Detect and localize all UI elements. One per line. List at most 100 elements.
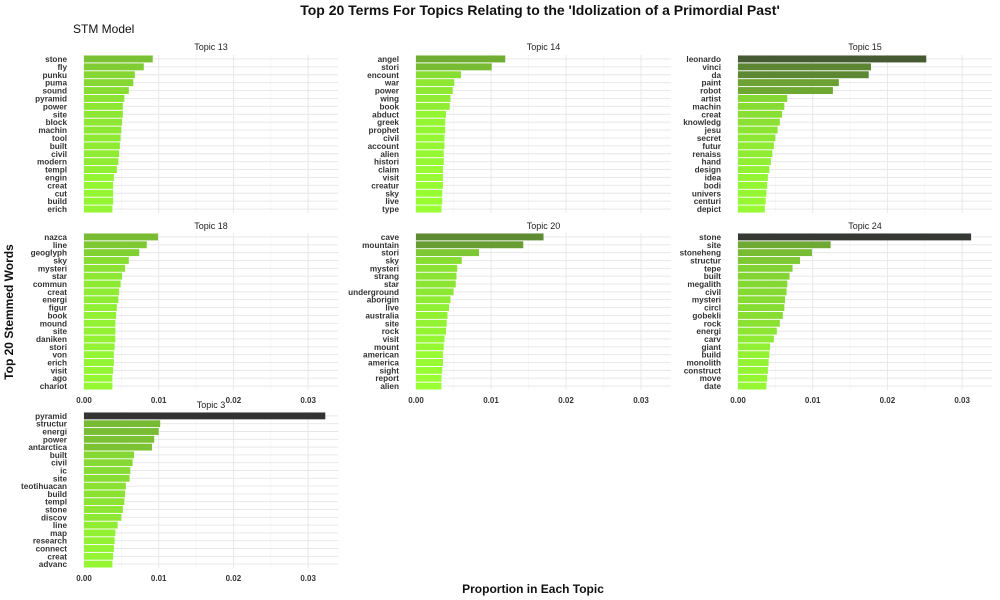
bar [738, 233, 972, 241]
y-tick-label: stone [45, 506, 67, 515]
x-tick-label: 0.00 [730, 396, 746, 405]
x-tick-label: 0.02 [880, 396, 896, 405]
bar [84, 513, 122, 521]
y-tick-label: civil [383, 134, 399, 143]
y-tick-label: knowledg [683, 118, 721, 127]
y-tick-label: account [368, 142, 400, 151]
y-tick-label: histori [374, 158, 399, 167]
bar [738, 189, 767, 197]
bar [738, 257, 801, 264]
bar [84, 374, 113, 382]
y-tick-label: antarctica [28, 443, 67, 452]
bar [84, 304, 117, 312]
y-tick-label: angel [378, 55, 399, 64]
y-tick-label: advanc [39, 560, 68, 569]
bar [416, 296, 451, 304]
y-tick-label: move [700, 374, 722, 383]
y-axis-title: Top 20 Stemmed Words [2, 244, 16, 380]
y-tick-label: machin [692, 102, 721, 111]
y-tick-label: mysteri [38, 264, 67, 273]
y-tick-label: line [53, 521, 68, 530]
bar [416, 55, 506, 63]
bar [738, 55, 927, 63]
bar [416, 359, 443, 366]
y-tick-label: discov [41, 513, 67, 522]
y-tick-label: war [384, 79, 400, 88]
y-tick-label: gobekli [692, 311, 721, 320]
y-tick-label: paint [701, 79, 721, 88]
bar [416, 382, 442, 390]
x-tick-label: 0.02 [226, 574, 242, 583]
y-tick-label: robot [700, 87, 721, 96]
y-tick-label: cut [55, 189, 68, 198]
facet-strip-label: Topic 15 [848, 42, 882, 52]
y-tick-label: greek [377, 118, 399, 127]
y-tick-label: stoneheng [680, 249, 721, 258]
bar [84, 94, 125, 102]
y-tick-label: block [46, 118, 68, 127]
y-tick-label: build [701, 351, 721, 360]
y-tick-label: star [384, 280, 400, 289]
x-tick-label: 0.01 [151, 396, 167, 405]
bar [416, 79, 455, 87]
bar [416, 366, 443, 374]
bar [416, 351, 443, 359]
y-tick-label: nazca [44, 233, 67, 242]
bar [738, 142, 774, 150]
y-tick-label: leonardo [686, 55, 721, 64]
y-tick-label: sound [42, 87, 67, 96]
bar [416, 249, 479, 257]
bar [84, 443, 152, 451]
bar [416, 87, 453, 95]
bar [416, 288, 454, 296]
x-tick-label: 0.02 [226, 396, 242, 405]
y-tick-label: civil [705, 288, 721, 297]
bar [84, 482, 126, 490]
bar [84, 87, 129, 95]
bar [84, 189, 114, 197]
y-tick-label: power [43, 102, 68, 111]
y-tick-label: site [53, 110, 68, 119]
bar [84, 158, 119, 166]
bar [416, 343, 444, 351]
bar [416, 319, 447, 327]
facet-panel: Topic 13 stoneflypunkupumasoundpyramidpow… [35, 42, 338, 214]
bar [84, 537, 115, 545]
y-tick-label: built [50, 451, 68, 460]
y-tick-label: prophet [369, 126, 400, 135]
y-tick-label: civil [51, 150, 67, 159]
bar [416, 311, 448, 319]
y-tick-label: book [379, 102, 399, 111]
y-tick-label: carv [704, 335, 721, 344]
y-tick-label: machin [38, 126, 67, 135]
y-tick-label: creat [701, 110, 721, 119]
y-tick-label: site [707, 241, 722, 250]
y-tick-label: line [53, 241, 68, 250]
bar [84, 134, 121, 142]
y-tick-label: commun [33, 280, 67, 289]
bar [416, 327, 446, 335]
bar [738, 102, 785, 110]
bar [84, 197, 114, 205]
bar [84, 490, 126, 498]
bar [84, 272, 123, 280]
bar [84, 459, 133, 467]
bar [84, 110, 123, 118]
y-tick-label: site [53, 474, 68, 483]
bar [84, 264, 126, 272]
bar [738, 197, 766, 205]
bar [416, 110, 446, 118]
x-tick-label: 0.03 [300, 396, 316, 405]
y-tick-label: encount [367, 71, 399, 80]
y-tick-label: energi [42, 296, 67, 305]
y-tick-label: giant [701, 343, 721, 352]
y-tick-label: creat [47, 288, 67, 297]
y-tick-label: jesu [704, 126, 721, 135]
bar [84, 280, 121, 288]
bar [84, 319, 116, 327]
bar [84, 420, 161, 428]
y-tick-label: energi [696, 327, 721, 336]
y-tick-label: stone [699, 233, 721, 242]
y-tick-label: underground [348, 288, 399, 297]
bar [738, 134, 776, 142]
